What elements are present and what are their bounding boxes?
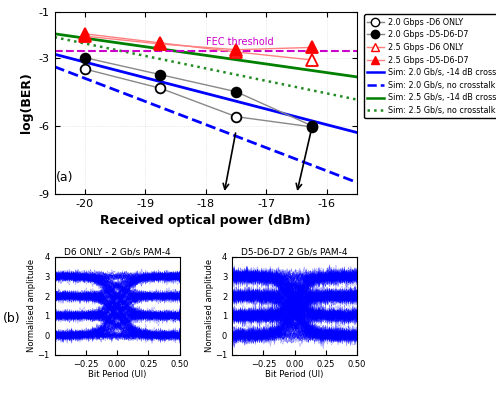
Y-axis label: Normalised amplitude: Normalised amplitude	[27, 259, 36, 353]
X-axis label: Bit Period (UI): Bit Period (UI)	[88, 370, 146, 379]
Y-axis label: Normalised amplitude: Normalised amplitude	[204, 259, 214, 353]
X-axis label: Bit Period (UI): Bit Period (UI)	[265, 370, 324, 379]
X-axis label: Received optical power (dBm): Received optical power (dBm)	[101, 214, 311, 227]
Text: (a): (a)	[56, 171, 73, 184]
Text: FEC threshold: FEC threshold	[206, 37, 273, 47]
Title: D5-D6-D7 2 Gb/s PAM-4: D5-D6-D7 2 Gb/s PAM-4	[242, 247, 348, 256]
Text: (b): (b)	[2, 312, 20, 325]
Legend: 2.0 Gbps -D6 ONLY, 2.0 Gbps -D5-D6-D7, 2.5 Gbps -D6 ONLY, 2.5 Gbps -D5-D6-D7, Si: 2.0 Gbps -D6 ONLY, 2.0 Gbps -D5-D6-D7, 2…	[364, 14, 496, 118]
Y-axis label: log(BER): log(BER)	[20, 73, 33, 133]
Title: D6 ONLY - 2 Gb/s PAM-4: D6 ONLY - 2 Gb/s PAM-4	[64, 247, 171, 256]
